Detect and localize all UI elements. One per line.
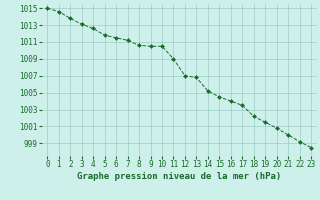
X-axis label: Graphe pression niveau de la mer (hPa): Graphe pression niveau de la mer (hPa) xyxy=(77,172,281,181)
